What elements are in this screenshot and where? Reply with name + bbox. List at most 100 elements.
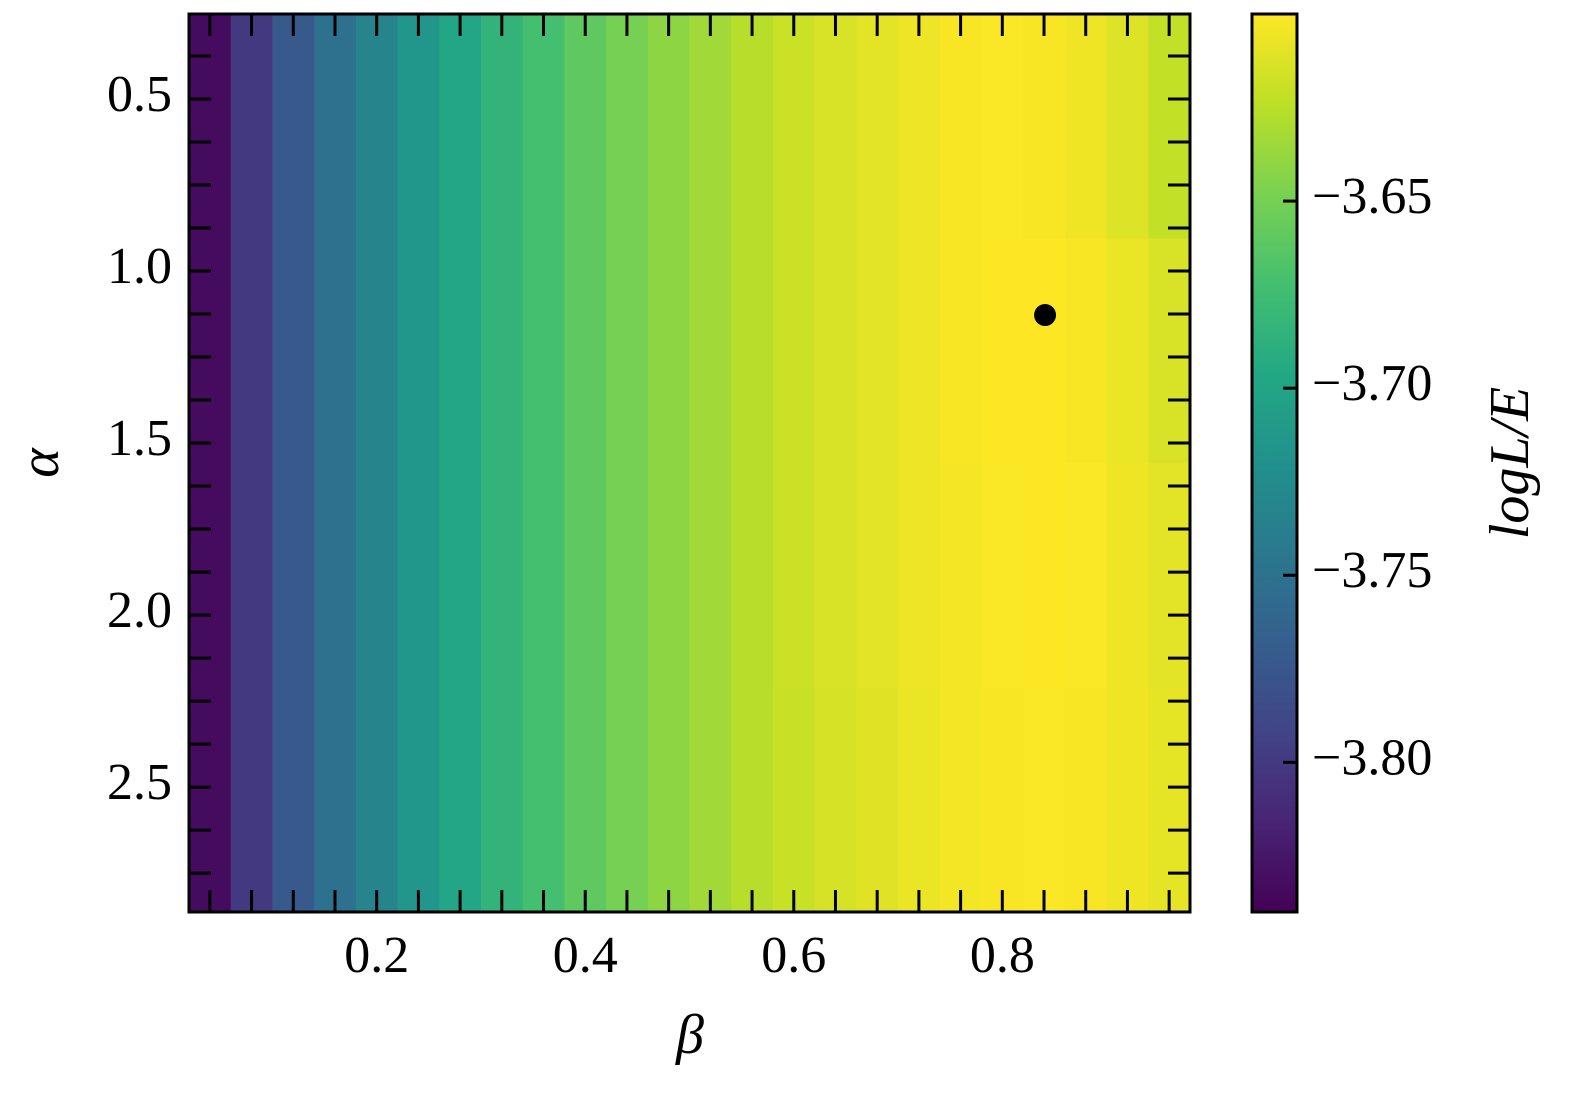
x-tick-label: 0.4 [553, 927, 618, 984]
heatmap-cell [856, 238, 899, 464]
heatmap-cell [689, 463, 732, 689]
heatmap-cell [397, 238, 440, 464]
heatmap-cell [1064, 687, 1108, 913]
heatmap-cell [981, 238, 1024, 464]
heatmap-cell [564, 687, 607, 913]
y-tick-label: 1.0 [107, 238, 172, 295]
y-tick-label: 2.0 [107, 582, 172, 639]
heatmap-cell [522, 463, 565, 689]
heatmap-cell [1023, 238, 1066, 464]
heatmap-cell [439, 238, 482, 464]
heatmap-cell [898, 687, 941, 913]
heatmap-cell [439, 463, 482, 689]
heatmap-cell [898, 14, 941, 240]
y-tick-label: 2.5 [107, 754, 172, 811]
heatmap-cell [606, 687, 649, 913]
colorbar [1250, 12, 1299, 914]
heatmap-cell [856, 463, 899, 689]
heatmap-cell [1106, 14, 1149, 240]
heatmap-cell [772, 687, 816, 913]
heatmap-cell [397, 687, 440, 913]
heatmap-cell [772, 463, 816, 689]
optimum-marker [1034, 304, 1057, 327]
heatmap-cell [355, 687, 399, 913]
heatmap-cell [189, 238, 232, 464]
x-tick-label: 0.6 [761, 927, 826, 984]
heatmap-cell [1023, 463, 1066, 689]
x-axis-label: β [675, 1004, 704, 1066]
heatmap-cell [230, 463, 274, 689]
heatmap-cell [189, 687, 232, 913]
heatmap-cell [647, 687, 691, 913]
heatmap-cell [355, 238, 399, 464]
heatmap-cell [647, 238, 691, 464]
colorbar-tick-label: −3.65 [1312, 168, 1432, 225]
heatmap-cell [522, 687, 565, 913]
heatmap-cell [647, 14, 691, 240]
heatmap-cell [1023, 14, 1066, 240]
heatmap-cell [939, 238, 983, 464]
y-tick-label: 1.5 [107, 410, 172, 467]
heatmap-cell [606, 463, 649, 689]
heatmap-cell [439, 687, 482, 913]
colorbar-tick-label: −3.80 [1312, 729, 1432, 786]
heatmap-cell [564, 14, 607, 240]
heatmap-cell [647, 463, 691, 689]
heatmap-cell [981, 463, 1024, 689]
heatmap-cell [314, 463, 357, 689]
heatmap-cell [772, 14, 816, 240]
heatmap-cell [397, 463, 440, 689]
heatmap-cell [522, 14, 565, 240]
heatmap-cell [1064, 463, 1108, 689]
heatmap-cell [189, 14, 232, 240]
heatmap-cell [814, 14, 857, 240]
heatmap-cell [230, 14, 274, 240]
plot-frame [187, 12, 1192, 914]
heatmap-cell [1106, 463, 1149, 689]
heatmap-cell [814, 687, 857, 913]
heatmap-cell [480, 463, 524, 689]
heatmap-cell [981, 687, 1024, 913]
heatmap-cell [939, 687, 983, 913]
heatmap-cell [814, 238, 857, 464]
heatmap-cell [397, 14, 440, 240]
colorbar-label: logL/E [1479, 387, 1541, 539]
heatmap-cell [272, 463, 315, 689]
heatmap-cell [1148, 687, 1191, 913]
heatmap-cell [314, 687, 357, 913]
heatmap-cell [564, 463, 607, 689]
heatmap-cell [689, 687, 732, 913]
heatmap-cell [355, 463, 399, 689]
heatmap-cell [981, 14, 1024, 240]
heatmap-cell [814, 463, 857, 689]
heatmap-cell [939, 14, 983, 240]
heatmap-cell [1148, 463, 1191, 689]
heatmap-cell [606, 14, 649, 240]
heatmap-cell [772, 238, 816, 464]
heatmap-cell [1148, 238, 1191, 464]
heatmap-cell [522, 238, 565, 464]
heatmap-cell [314, 238, 357, 464]
heatmap-cell [1023, 687, 1066, 913]
heatmap-cell [689, 14, 732, 240]
heatmap-cell [272, 687, 315, 913]
colorbar-tick-label: −3.70 [1312, 355, 1432, 412]
heatmap-cell [230, 687, 274, 913]
heatmap-cell [731, 463, 774, 689]
heatmap-cell [480, 687, 524, 913]
heatmap-cell [439, 14, 482, 240]
heatmap-cell [856, 687, 899, 913]
heatmap-cell [480, 14, 524, 240]
x-tick-label: 0.2 [344, 927, 409, 984]
heatmap-cell [939, 463, 983, 689]
x-tick-label: 0.8 [970, 927, 1035, 984]
heatmap-cell [272, 14, 315, 240]
heatmap-cell [1148, 14, 1191, 240]
heatmap-cell [898, 238, 941, 464]
y-tick-label: 0.5 [107, 66, 172, 123]
heatmap-cell [731, 14, 774, 240]
heatmap-cell [689, 238, 732, 464]
heatmap-cell [272, 238, 315, 464]
heatmap-cell [606, 238, 649, 464]
